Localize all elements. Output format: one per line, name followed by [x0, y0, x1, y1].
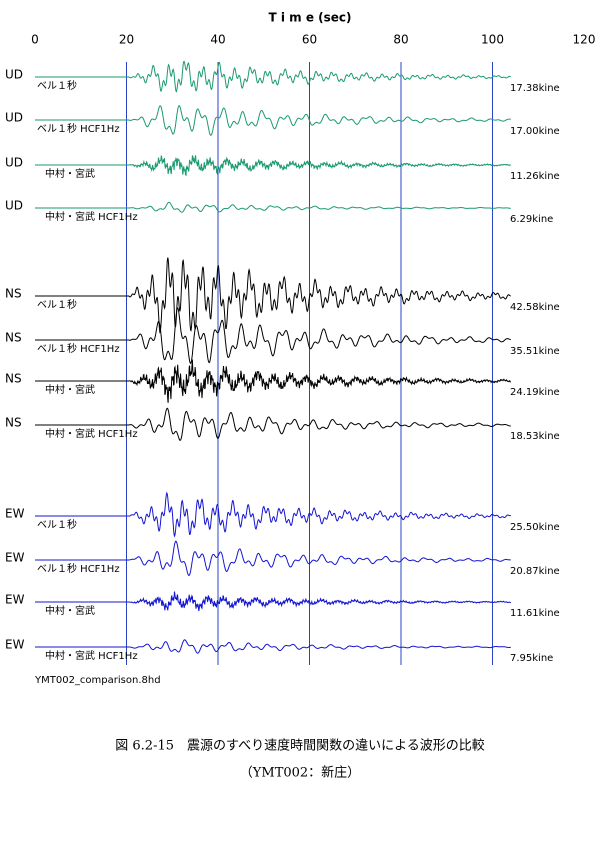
trace-name: 中村・宮武 HCF1Hz [45, 427, 138, 440]
waveform [35, 639, 511, 654]
component-label: UD [5, 68, 23, 82]
waveform [35, 201, 511, 213]
trace-name: 中村・宮武 HCF1Hz [45, 649, 138, 662]
waveform [35, 104, 511, 136]
x-tick-label: 0 [31, 33, 39, 47]
trace-name: ベル１秒 HCF1Hz [37, 562, 120, 575]
component-label: UD [5, 111, 23, 125]
x-tick-label: 100 [481, 33, 504, 47]
peak-label: 6.29kine [510, 214, 553, 225]
x-tick-label: 40 [210, 33, 225, 47]
trace-name: ベル１秒 [37, 518, 77, 531]
peak-label: 11.61kine [510, 608, 560, 619]
waveform [35, 257, 511, 334]
waveform [35, 491, 511, 538]
peak-label: 24.19kine [510, 387, 560, 398]
component-label: EW [5, 551, 25, 565]
component-label: UD [5, 199, 23, 213]
trace-name: ベル１秒 HCF1Hz [37, 122, 120, 135]
peak-label: 35.51kine [510, 346, 560, 357]
waveform [35, 155, 511, 177]
waveform [35, 60, 511, 93]
component-label: NS [5, 372, 22, 386]
peak-label: 7.95kine [510, 653, 553, 664]
trace-name: 中村・宮武 [45, 167, 95, 180]
peak-label: 17.38kine [510, 83, 560, 94]
peak-label: 18.53kine [510, 431, 560, 442]
trace-name: ベル１秒 [37, 79, 77, 92]
peak-label: 42.58kine [510, 302, 560, 313]
peak-label: 25.50kine [510, 522, 560, 533]
caption: 図 6.2-15 震源のすべり速度時間関数の違いによる波形の比較 [115, 738, 484, 754]
x-tick-label: 120 [573, 33, 596, 47]
waveform [35, 359, 511, 403]
trace-name: 中村・宮武 [45, 383, 95, 396]
waveform [35, 307, 511, 365]
x-tick-label: 20 [119, 33, 134, 47]
filename: YMT002_comparison.8hd [34, 675, 161, 686]
component-label: NS [5, 331, 22, 345]
component-label: EW [5, 638, 25, 652]
waveform [35, 540, 511, 576]
component-label: EW [5, 507, 25, 521]
component-label: NS [5, 416, 22, 430]
trace-name: 中村・宮武 HCF1Hz [45, 210, 138, 223]
x-axis-title: T i m e (sec) [268, 11, 351, 25]
peak-label: 20.87kine [510, 566, 560, 577]
peak-label: 17.00kine [510, 126, 560, 137]
x-tick-label: 80 [393, 33, 408, 47]
trace-name: 中村・宮武 [45, 604, 95, 617]
caption-sub: （YMT002：新庄） [240, 765, 360, 781]
component-label: EW [5, 593, 25, 607]
x-tick-label: 60 [302, 33, 317, 47]
trace-name: ベル１秒 HCF1Hz [37, 342, 120, 355]
component-label: UD [5, 156, 23, 170]
waveform [35, 591, 511, 612]
trace-name: ベル１秒 [37, 298, 77, 311]
peak-label: 11.26kine [510, 171, 560, 182]
component-label: NS [5, 287, 22, 301]
waveform [35, 407, 511, 441]
